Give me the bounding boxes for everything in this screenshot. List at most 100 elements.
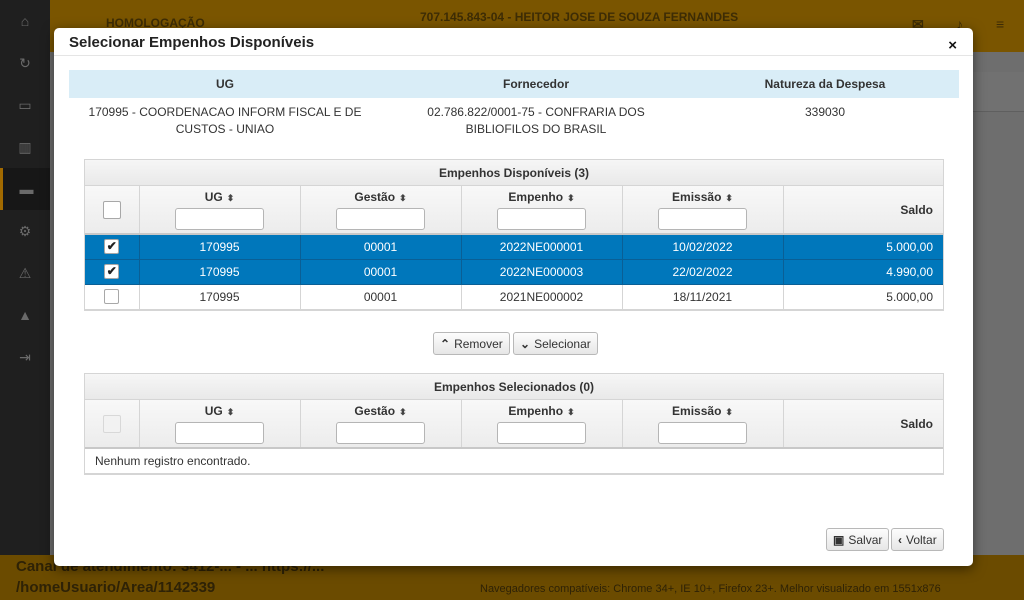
- close-icon[interactable]: ×: [948, 37, 957, 54]
- row-checkbox-cell: ✔: [85, 259, 140, 285]
- refresh-icon[interactable]: ↻: [19, 54, 31, 71]
- cell-ug: 170995: [139, 234, 301, 260]
- info-header-natureza: Natureza da Despesa: [691, 70, 959, 98]
- document-icon[interactable]: ▭: [18, 96, 32, 113]
- save-label: Salvar: [848, 532, 883, 547]
- back-button[interactable]: ‹ Voltar: [891, 528, 944, 551]
- filter-emissao-input[interactable]: [658, 421, 747, 444]
- select-empenhos-modal: Selecionar Empenhos Disponíveis × UG For…: [54, 28, 973, 566]
- sort-icon[interactable]: ⬍: [399, 192, 407, 203]
- info-ug: 170995 - COORDENACAO INFORM FISCAL E DE …: [88, 105, 362, 136]
- column-saldo: Saldo: [783, 400, 943, 449]
- column-label: Empenho: [508, 189, 564, 204]
- cell-emissao: 10/02/2022: [622, 234, 784, 260]
- column-emissao[interactable]: Emissão ⬍: [622, 400, 784, 449]
- sort-icon[interactable]: ⬍: [226, 192, 235, 203]
- available-empenhos-table: Empenhos Disponíveis (3) UG ⬍ Gestão ⬍ Emp…: [84, 159, 944, 311]
- filter-emissao-input[interactable]: [658, 207, 747, 230]
- home-icon[interactable]: ⌂: [20, 13, 30, 29]
- filter-gestao-input[interactable]: [336, 207, 425, 230]
- empty-message: Nenhum registro encontrado.: [85, 448, 943, 474]
- select-button[interactable]: ⌄ Selecionar: [513, 332, 598, 355]
- cell-saldo: 5.000,00: [783, 284, 943, 310]
- settings-icon[interactable]: ⚙: [18, 222, 32, 239]
- save-button[interactable]: ▣ Salvar: [826, 528, 890, 551]
- table-row[interactable]: ✔ 170995 00001 2022NE000003 22/02/2022 4…: [85, 259, 943, 285]
- sidebar: ⌂ ↻ ▭ ▥ ▬ ⚙ ⚠ ▲ ⇥: [0, 0, 50, 555]
- filter-empenho-input[interactable]: [497, 421, 586, 444]
- cell-empenho: 2022NE000003: [461, 259, 623, 285]
- filter-ug-input[interactable]: [175, 207, 264, 230]
- info-header-fornecedor: Fornecedor: [381, 70, 691, 98]
- content-panel: [970, 72, 1024, 112]
- sort-icon[interactable]: ⬍: [725, 192, 733, 203]
- cell-gestao: 00001: [300, 259, 462, 285]
- select-all-checkbox[interactable]: [102, 200, 121, 219]
- filter-gestao-input[interactable]: [336, 421, 425, 444]
- select-all-checkbox[interactable]: [102, 414, 121, 433]
- column-label: UG: [204, 403, 223, 418]
- table-row[interactable]: 170995 00001 2021NE000002 18/11/2021 5.0…: [85, 284, 943, 310]
- column-ug[interactable]: UG ⬍: [139, 186, 301, 235]
- filter-empenho-input[interactable]: [497, 207, 586, 230]
- column-label: Gestão: [354, 189, 396, 204]
- row-checkbox[interactable]: [104, 289, 120, 305]
- column-label: Emissão: [672, 189, 722, 204]
- selected-caption: Empenhos Selecionados (0): [85, 374, 943, 400]
- column-empenho[interactable]: Empenho ⬍: [461, 186, 623, 235]
- user-label: 707.145.843-04 - HEITOR JOSE DE SOUZA FE…: [420, 10, 739, 24]
- chevron-up-icon: ⌃: [440, 336, 451, 351]
- select-label: Selecionar: [534, 336, 591, 351]
- sort-icon[interactable]: ⬍: [567, 406, 575, 417]
- cell-saldo: 5.000,00: [783, 234, 943, 260]
- info-table: UG Fornecedor Natureza da Despesa 170995…: [69, 70, 959, 144]
- empty-row: Nenhum registro encontrado.: [85, 448, 943, 474]
- sort-icon[interactable]: ⬍: [725, 406, 733, 417]
- warning-icon[interactable]: ⚠: [18, 264, 32, 281]
- column-gestao[interactable]: Gestão ⬍: [300, 186, 462, 235]
- table-row[interactable]: ✔ 170995 00001 2022NE000001 10/02/2022 5…: [85, 234, 943, 260]
- sort-icon[interactable]: ⬍: [399, 406, 407, 417]
- column-empenho[interactable]: Empenho ⬍: [461, 400, 623, 449]
- select-all-cell: [85, 400, 140, 449]
- cell-emissao: 22/02/2022: [622, 259, 784, 285]
- column-ug[interactable]: UG ⬍: [139, 400, 301, 449]
- cell-gestao: 00001: [300, 234, 462, 260]
- cell-empenho: 2021NE000002: [461, 284, 623, 310]
- bell-icon[interactable]: ♪: [956, 16, 963, 32]
- cell-saldo: 4.990,00: [783, 259, 943, 285]
- graduation-icon[interactable]: ▲: [18, 307, 32, 323]
- floppy-disk-icon: ▣: [833, 532, 845, 547]
- cell-emissao: 18/11/2021: [622, 284, 784, 310]
- cell-ug: 170995: [139, 259, 301, 285]
- logout-icon[interactable]: ⇥: [19, 348, 31, 365]
- environment-label: HOMOLOGAÇÃO: [106, 16, 205, 30]
- cell-gestao: 00001: [300, 284, 462, 310]
- check-icon[interactable]: ✔: [104, 264, 120, 280]
- column-label: Gestão: [354, 403, 396, 418]
- menu-icon[interactable]: ≡: [996, 16, 1005, 32]
- column-gestao[interactable]: Gestão ⬍: [300, 400, 462, 449]
- barcode-icon[interactable]: ▥: [18, 138, 32, 155]
- remove-label: Remover: [454, 336, 503, 351]
- modal-header: Selecionar Empenhos Disponíveis ×: [54, 28, 973, 56]
- info-natureza: 339030: [804, 105, 846, 119]
- select-all-cell: [85, 186, 140, 235]
- chevron-left-icon: ‹: [898, 532, 902, 547]
- filter-ug-input[interactable]: [175, 421, 264, 444]
- remove-button[interactable]: ⌃ Remover: [433, 332, 510, 355]
- column-label: Emissão: [672, 403, 722, 418]
- mail-icon[interactable]: ✉: [912, 16, 924, 32]
- sort-icon[interactable]: ⬍: [567, 192, 575, 203]
- sort-icon[interactable]: ⬍: [226, 406, 235, 417]
- bank-icon[interactable]: ▬: [0, 168, 50, 210]
- column-emissao[interactable]: Emissão ⬍: [622, 186, 784, 235]
- info-header-ug: UG: [69, 70, 381, 98]
- check-icon[interactable]: ✔: [104, 239, 120, 255]
- column-label: Empenho: [508, 403, 564, 418]
- cell-ug: 170995: [139, 284, 301, 310]
- chevron-down-icon: ⌄: [520, 336, 531, 351]
- info-fornecedor: 02.786.822/0001-75 - CONFRARIA DOS BIBLI…: [427, 105, 645, 136]
- modal-title: Selecionar Empenhos Disponíveis: [69, 34, 315, 51]
- selected-empenhos-table: Empenhos Selecionados (0) UG ⬍ Gestão ⬍ Em…: [84, 373, 944, 475]
